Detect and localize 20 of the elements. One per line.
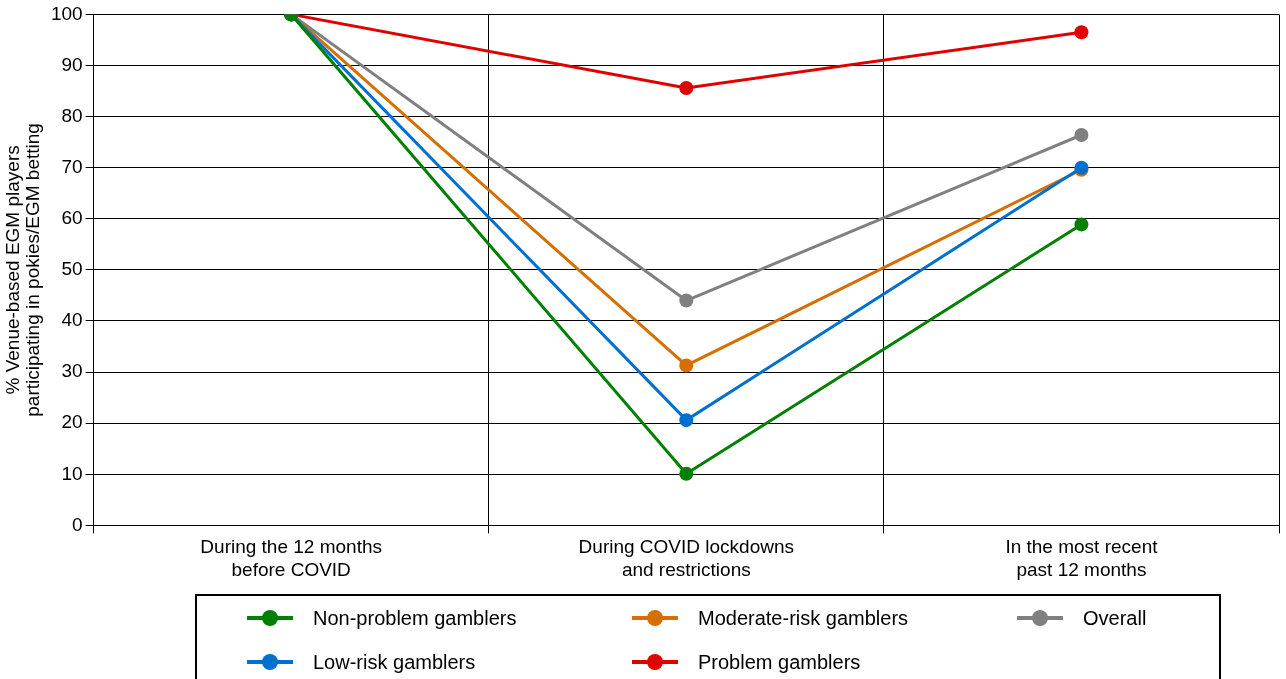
y-tick-label: 60 [61, 207, 83, 229]
x-tick-label: During COVID lockdowns and restrictions [578, 536, 795, 580]
y-tick-label: 0 [72, 513, 83, 535]
legend-label: Low-risk gamblers [313, 650, 476, 674]
y-tick-label: 90 [61, 53, 83, 75]
legend-label: Non-problem gamblers [313, 606, 517, 630]
legend-label: Problem gamblers [698, 650, 861, 674]
y-tick-label: 80 [61, 104, 83, 126]
legend-label: Moderate-risk gamblers [698, 606, 909, 630]
legend-label: Overall [1083, 606, 1147, 630]
x-tick-label: During the 12 months before COVID [200, 536, 382, 580]
y-tick-label: 20 [61, 411, 83, 433]
y-tick-label: 70 [61, 155, 83, 177]
y-tick-label: 100 [50, 2, 83, 24]
x-tick-label: In the most recent past 12 months [1005, 536, 1159, 580]
y-tick-label: 40 [61, 309, 83, 331]
y-axis-title: % Venue-based EGM players participating in pokies/EGM betting [2, 123, 44, 417]
y-tick-label: 10 [61, 462, 83, 484]
y-tick-label: 50 [61, 258, 83, 280]
y-tick-label: 30 [61, 360, 83, 382]
